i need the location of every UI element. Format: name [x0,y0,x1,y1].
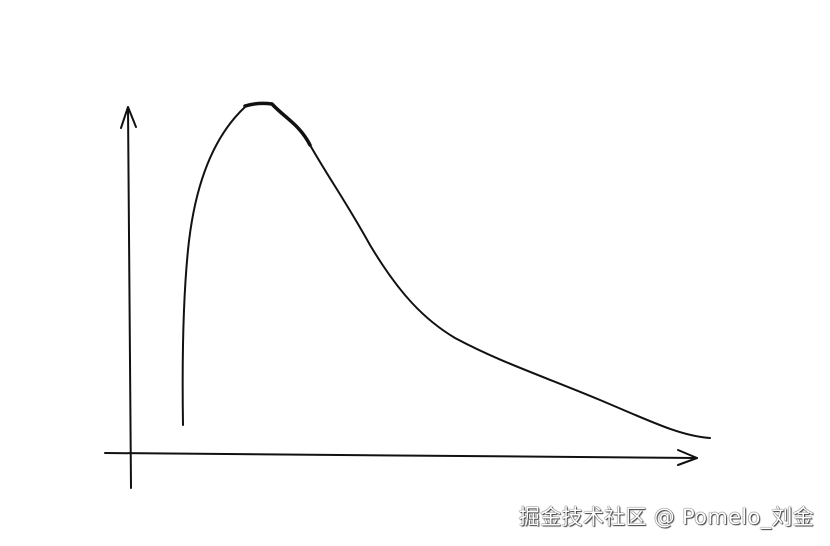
y-axis-arrowhead [120,106,137,129]
curve [181,102,711,439]
x-axis-arrowhead [677,449,698,466]
watermark: 掘金技术社区 @ Pomelo_刘金 [518,505,814,529]
x-axis [104,452,698,459]
y-axis [127,107,132,489]
curve-thick-segment [243,101,312,147]
